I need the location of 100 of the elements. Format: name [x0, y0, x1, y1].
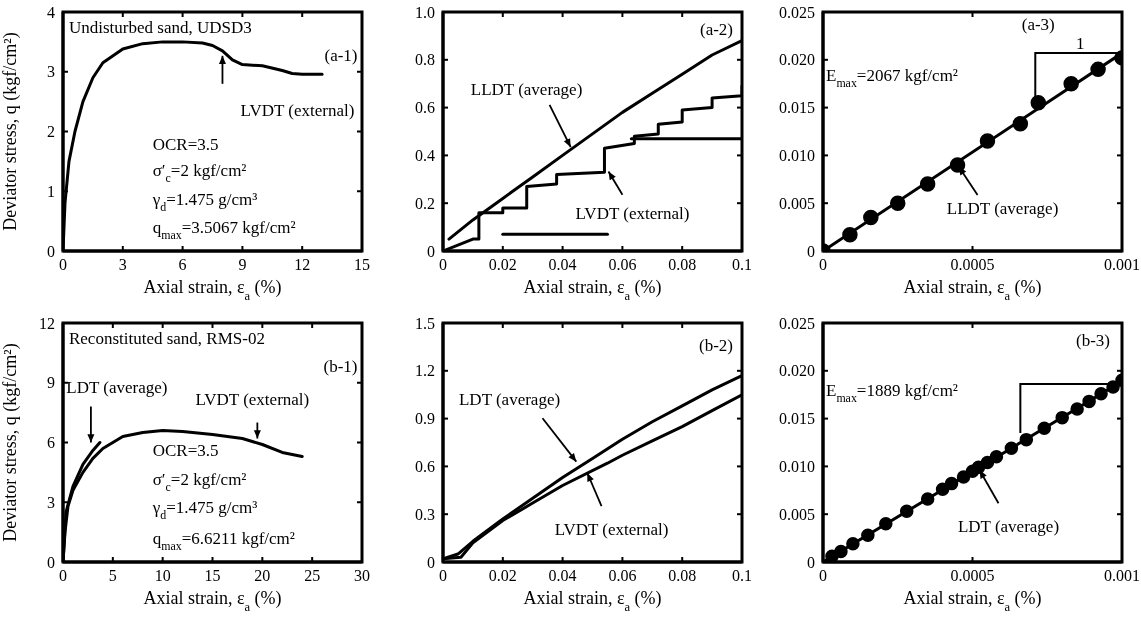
y-tick-label: 0.015	[779, 99, 815, 117]
annotation: (b-1)	[323, 357, 358, 377]
annotation: LLDT (average)	[946, 198, 1059, 218]
y-tick-label: 1.0	[415, 3, 435, 21]
annotation: σ′$_{c}$=2 kgf/cm²	[152, 161, 247, 185]
y-tick-label: 1.2	[415, 362, 435, 380]
x-tick-label: 0	[439, 256, 447, 274]
y-tick-label: 0.015	[779, 410, 815, 428]
annotation: (a-1)	[324, 46, 358, 66]
x-tick-label: 12	[294, 256, 311, 274]
y-tick-label: 0.025	[779, 3, 815, 21]
annotation: LVDT (external)	[240, 100, 355, 120]
y-tick-label: 0.010	[779, 458, 815, 476]
y-tick-label: 1.5	[415, 314, 435, 332]
annotation: LVDT (external)	[575, 203, 690, 223]
y-tick-label: 12	[39, 314, 55, 332]
y-tick-label: 3	[47, 63, 55, 81]
x-tick-label: 0.001	[1104, 256, 1140, 274]
x-tick-label: 3	[118, 256, 127, 274]
annotation: γ$_{d}$=1.475 g/cm³	[151, 498, 258, 523]
x-tick-label: 0.08	[668, 256, 697, 274]
x-tick-label: 0.06	[608, 256, 637, 274]
x-tick-label: 9	[238, 256, 247, 274]
annotation: q$_{max}$=3.5067 kgf/cm²	[152, 218, 296, 243]
y-tick-label: 0	[427, 553, 435, 571]
x-tick-label: 0.0005	[950, 256, 995, 274]
x-tick-label: 0.08	[668, 567, 697, 585]
y-axis-title: Deviator stress, q (kgf/cm²)	[0, 32, 21, 231]
x-tick-label: 0.0005	[950, 567, 995, 585]
x-axis-title: Axial strain, ε$_{a}$ (%)	[903, 277, 1042, 303]
annotation: 1	[1075, 34, 1085, 54]
annotation: σ′$_{c}$=2 kgf/cm²	[152, 469, 247, 494]
x-tick-label: 15	[354, 256, 370, 274]
annotation: (b-3)	[1076, 331, 1111, 351]
x-tick-label: 0.02	[488, 567, 517, 585]
y-axis-title: Deviator stress, q (kgf/cm²)	[0, 343, 21, 542]
x-tick-label: 0.04	[548, 256, 577, 274]
y-tick-label: 0.2	[415, 194, 435, 212]
y-tick-label: 4	[47, 3, 55, 21]
annotation: (a-3)	[1021, 15, 1055, 35]
y-tick-label: 1	[47, 182, 55, 200]
x-tick-label: 5	[108, 567, 117, 585]
annotation: LDT (average)	[66, 378, 168, 398]
x-axis-title: Axial strain, ε$_{a}$ (%)	[523, 277, 662, 303]
annotation: q$_{max}$=6.6211 kgf/cm²	[152, 529, 295, 554]
y-tick-label: 0.025	[779, 314, 815, 332]
x-tick-label: 0.04	[548, 567, 577, 585]
x-axis-title: Axial strain, ε$_{a}$ (%)	[143, 277, 282, 303]
x-tick-label: 0.06	[608, 567, 637, 585]
annotation: LLDT (average)	[470, 79, 583, 99]
x-tick-label: 20	[254, 567, 271, 585]
y-tick-label: 0	[47, 242, 55, 260]
annotation: LVDT (external)	[195, 389, 310, 409]
x-tick-label: 6	[178, 256, 187, 274]
y-tick-label: 0.6	[415, 458, 435, 476]
y-tick-label: 0.005	[779, 505, 815, 523]
x-tick-label: 15	[204, 567, 221, 585]
annotation: LDT (average)	[957, 517, 1060, 537]
x-tick-label: 0	[819, 567, 827, 585]
y-tick-label: 0	[47, 553, 55, 571]
y-tick-label: 0	[427, 242, 435, 260]
y-tick-label: 0.005	[779, 194, 815, 212]
annotation: LDT (average)	[458, 390, 561, 410]
x-tick-label: 0.02	[488, 256, 517, 274]
x-tick-label: 25	[304, 567, 321, 585]
annotation: E$_{max}$=1889 kgf/cm²	[825, 381, 958, 406]
annotation: LVDT (external)	[554, 520, 669, 540]
x-tick-label: 0	[819, 256, 827, 274]
x-tick-label: 30	[354, 567, 370, 585]
y-tick-label: 0.010	[779, 147, 815, 165]
y-tick-label: 0.020	[779, 362, 815, 380]
annotation: (a-2)	[700, 20, 734, 40]
y-tick-label: 3	[47, 493, 55, 511]
y-tick-label: 0.6	[415, 99, 435, 117]
y-tick-label: 0.3	[415, 505, 435, 523]
annotation: OCR=3.5	[152, 440, 219, 460]
annotation: E$_{max}$=2067 kgf/cm²	[825, 65, 958, 90]
x-tick-label: 0	[59, 567, 67, 585]
y-tick-label: 9	[47, 374, 55, 392]
x-tick-label: 10	[154, 567, 171, 585]
annotation: OCR=3.5	[152, 134, 219, 154]
y-tick-label: 0.9	[415, 410, 435, 428]
x-axis-title: Axial strain, ε$_{a}$ (%)	[523, 588, 662, 614]
x-tick-label: 0	[439, 567, 447, 585]
annotation: Reconstituted sand, RMS-02	[68, 328, 265, 348]
x-tick-label: 0	[59, 256, 67, 274]
y-tick-label: 0.4	[415, 147, 435, 165]
y-tick-label: 0.020	[779, 51, 815, 69]
x-tick-label: 0.001	[1104, 567, 1140, 585]
y-tick-label: 0	[807, 242, 815, 260]
annotation: Undisturbed sand, UDSD3	[68, 17, 252, 37]
x-axis-title: Axial strain, ε$_{a}$ (%)	[903, 588, 1042, 614]
x-tick-label: 0.1	[732, 567, 752, 585]
annotation: γ$_{d}$=1.475 g/cm³	[151, 189, 258, 214]
y-tick-label: 0.8	[415, 51, 435, 69]
annotation: (b-2)	[699, 335, 734, 355]
y-tick-label: 2	[47, 123, 55, 141]
y-tick-label: 6	[47, 434, 55, 452]
y-tick-label: 0	[807, 553, 815, 571]
x-axis-title: Axial strain, ε$_{a}$ (%)	[143, 588, 282, 614]
